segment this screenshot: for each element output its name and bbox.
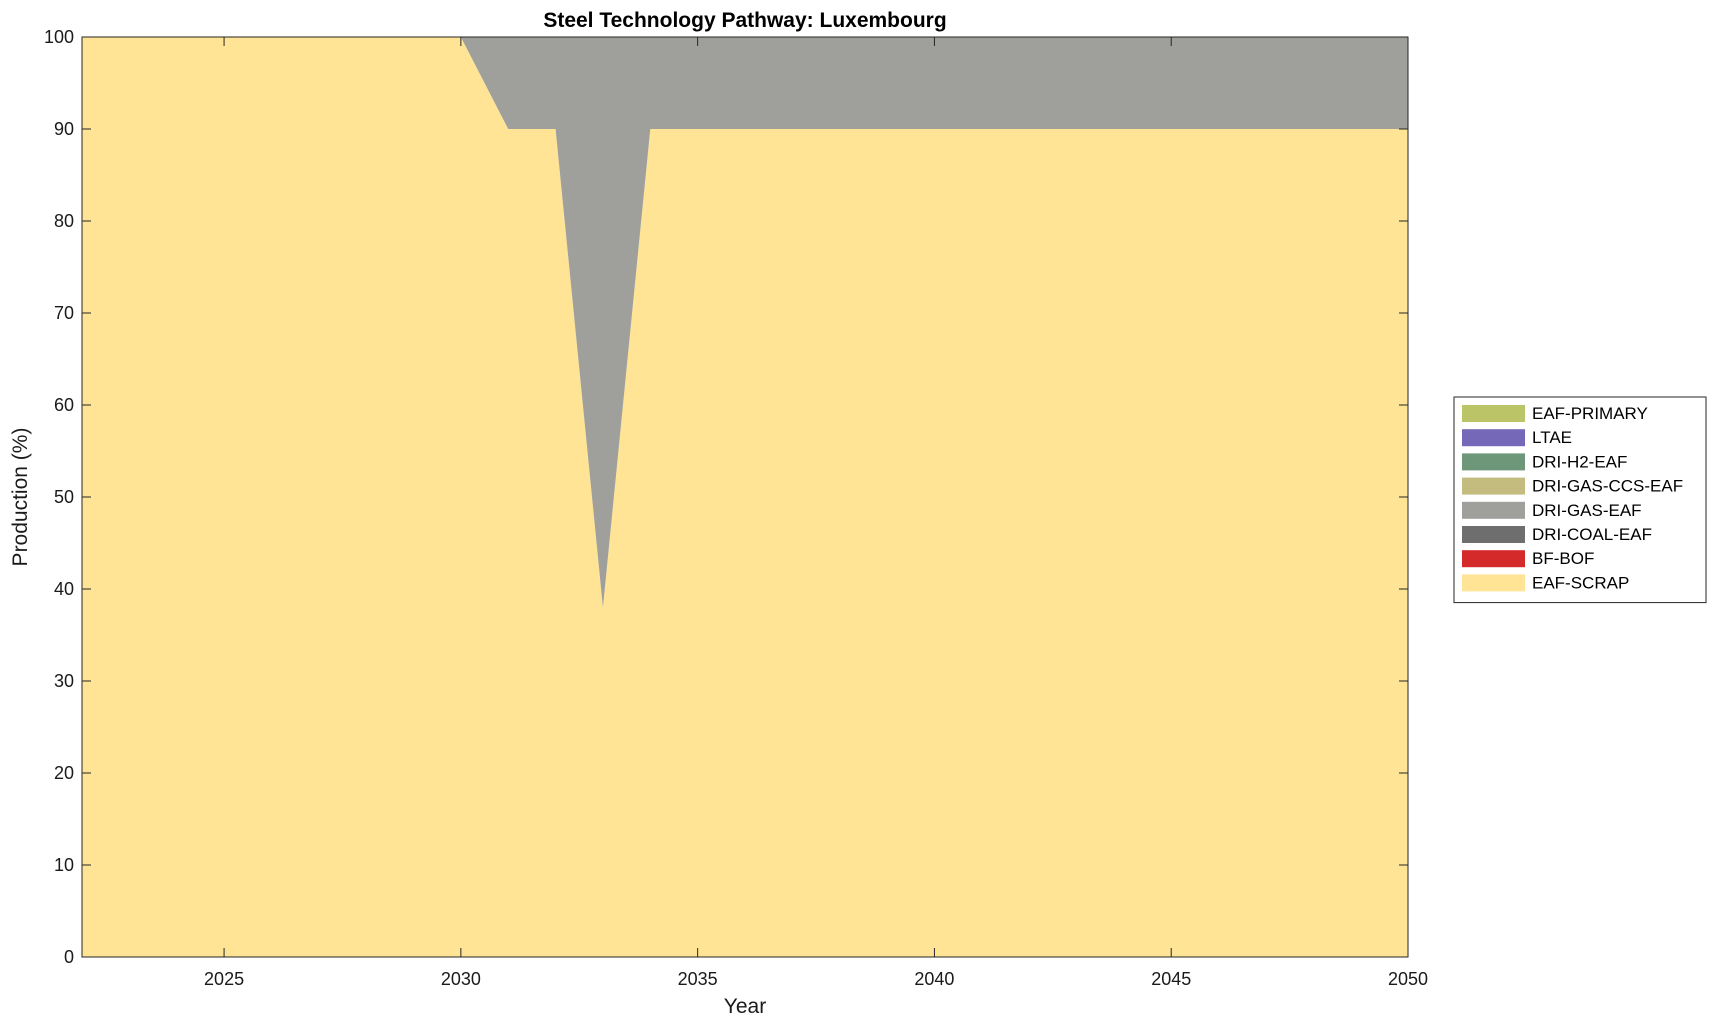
legend-label: LTAE [1532,428,1572,447]
y-tick-label: 50 [54,487,74,507]
y-tick-label: 10 [54,855,74,875]
legend-swatch [1462,453,1525,471]
legend-swatch [1462,526,1525,543]
x-tick-label: 2045 [1151,969,1191,989]
y-tick-label: 30 [54,671,74,691]
x-tick-label: 2040 [914,969,954,989]
x-axis-title: Year [724,995,766,1018]
y-tick-label: 20 [54,763,74,783]
y-tick-label: 70 [54,303,74,323]
legend-swatch [1462,501,1525,519]
tick-group: 2025 2030 2035 2040 2045 20500102030405060708… [44,27,1428,989]
legend-label: DRI-H2-EAF [1532,452,1627,471]
legend-label: DRI-GAS-CCS-EAF [1532,477,1683,496]
legend-swatch [1462,574,1525,592]
legend-swatch [1462,550,1525,568]
y-axis-title: Production (%) [9,428,32,567]
area-series-group [82,37,1408,957]
x-tick-label: 2035 [678,969,718,989]
legend-box [1453,396,1707,604]
legend-label: DRI-COAL-EAF [1532,525,1652,544]
y-tick-label: 90 [54,119,74,139]
legend-swatch [1462,477,1525,495]
legend: EAF-PRIMARY LTAE DRI-H2-EAF DRI-GAS-CCS-EAF… [1453,396,1707,604]
legend-label: DRI-GAS-EAF [1532,501,1642,520]
legend-label: EAF-PRIMARY [1532,404,1648,423]
legend-swatch [1462,405,1525,422]
y-tick-label: 40 [54,579,74,599]
x-tick-label: 2025 [204,969,244,989]
y-tick-label: 60 [54,395,74,415]
area-dri-gas-eaf [82,37,1408,608]
x-tick-label: 2030 [441,969,481,989]
area-eaf-scrap [82,37,1408,957]
y-tick-label: 80 [54,211,74,231]
legend-label: BF-BOF [1532,549,1594,568]
y-tick-label: 0 [64,947,74,967]
y-tick-label: 100 [44,27,74,47]
legend-swatch [1462,429,1525,447]
chart-title: Steel Technology Pathway: Luxembourg [543,9,946,32]
x-tick-label: 2050 [1388,969,1428,989]
legend-label: EAF-SCRAP [1532,573,1629,592]
